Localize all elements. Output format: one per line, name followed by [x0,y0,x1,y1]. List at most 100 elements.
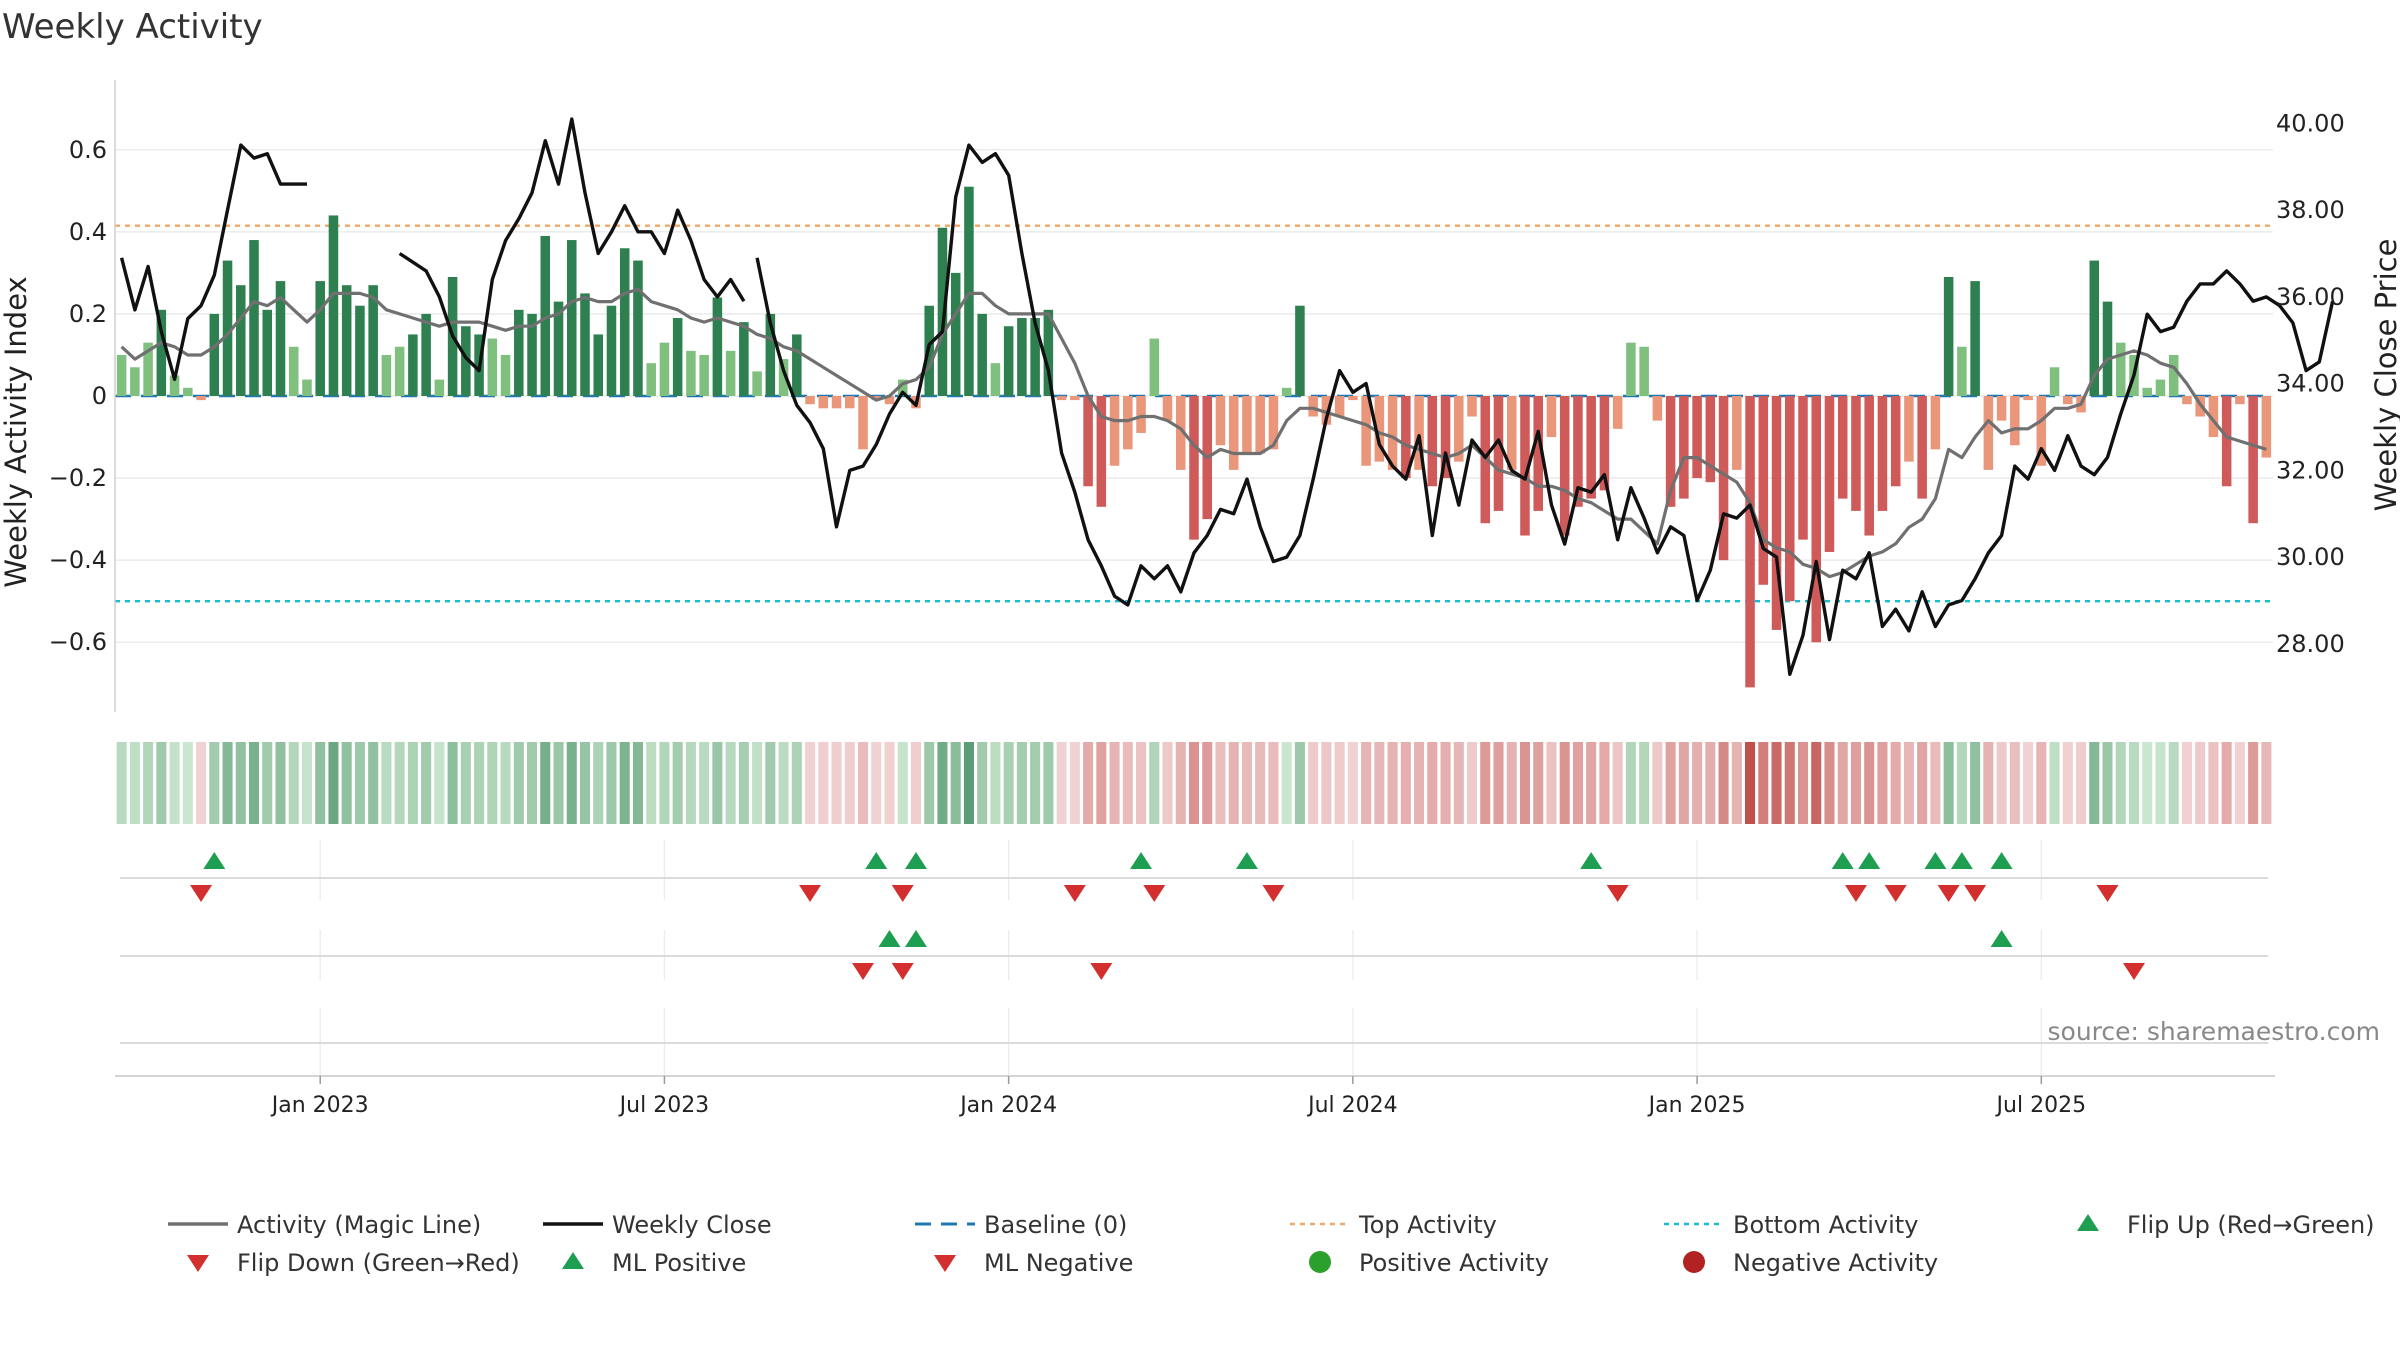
activity-bar [1361,396,1371,466]
flip-up-marker [1990,852,2013,869]
activity-bar [2142,387,2152,396]
heat-strip-cell [1069,742,1080,824]
heat-strip-cell [2142,742,2153,824]
heat-strip-cell [1890,742,1901,824]
activity-bar [1745,396,1755,688]
x-tick-label: Jan 2023 [270,1093,369,1118]
heat-strip-cell [685,742,696,824]
heat-strip-cell [606,742,617,824]
heat-strip-cell [659,742,670,824]
heat-strip-cell [1771,742,1782,824]
heat-strip-cell [1466,742,1478,824]
activity-bar [1559,396,1570,536]
heat-strip-cell [2128,742,2140,824]
activity-bar [1414,396,1424,470]
heat-strip-cell [1903,742,1914,824]
heat-strip-cell [2115,742,2126,824]
legend-swatch-up-triangle [2077,1214,2099,1231]
flip-down-marker [891,885,914,902]
activity-bar [341,285,352,396]
heat-strip-cell [553,742,564,824]
heat-strip-cell [2168,742,2179,824]
legend-item-bottom: Bottom Activity [1664,1211,1918,1239]
heat-strip-cell [579,742,591,824]
activity-heat-strip [116,742,2272,824]
x-tick-label: Jul 2025 [1995,1093,2087,1118]
heat-strip-cell [1758,742,1769,824]
heat-strip-cell [712,742,723,824]
activity-bar [2115,342,2126,396]
activity-bar [2023,396,2033,401]
activity-bar [183,387,193,396]
heat-strip-cell [1996,742,2007,824]
activity-bar [1639,346,1649,396]
activity-bar [2168,354,2179,396]
heat-strip-cell [540,742,551,824]
heat-strip-cell [1334,742,1345,824]
activity-bar [884,396,895,405]
heat-strip-cell [1811,742,1822,824]
activity-bar [2063,396,2073,405]
activity-bar [1824,396,1835,552]
activity-bar [990,363,1001,396]
activity-bar [1758,396,1769,585]
legend-label: ML Negative [984,1249,1133,1277]
heat-strip-cell [2102,742,2113,824]
x-tick-label: Jul 2024 [1306,1093,1398,1118]
heat-strip-cell [1109,742,1120,824]
heat-strip-cell [752,742,763,824]
activity-bar [765,313,776,396]
activity-bar [130,367,140,396]
heat-strip-cell [857,742,869,824]
activity-bar [2155,379,2166,396]
activity-bar [1533,396,1543,511]
heat-strip-cell [1374,742,1385,824]
heat-strip-cell [1347,742,1358,824]
activity-bar [1334,396,1345,417]
heat-strip-cell [1030,742,1041,824]
activity-bar [1189,396,1199,540]
heat-strip-cell [182,742,193,824]
y-tick-label-left: −0.2 [49,464,107,492]
legend-label: Weekly Close [612,1211,772,1239]
heat-strip-cell [1824,742,1835,824]
heat-strip-cell [1043,742,1054,824]
activity-bar [1586,396,1596,499]
activity-bar [1705,396,1716,483]
heat-strip-cell [1215,742,1226,824]
activity-bar [1374,396,1385,462]
heat-strip-cell [301,742,313,824]
heat-strip-cell [725,742,736,824]
activity-bar [1043,309,1054,396]
activity-bar [712,297,723,396]
activity-bar [1811,396,1822,643]
flip-down-marker [1937,885,1960,902]
legend-item-mlneg: ML Negative [934,1249,1133,1277]
heat-strip-cell [328,742,339,824]
activity-bar [1308,396,1318,417]
activity-bar [1162,396,1173,421]
heat-strip-cell [1850,742,1861,824]
legend-label: Flip Down (Green→Red) [237,1249,520,1277]
flip-down-marker [799,885,822,902]
activity-bar [1242,396,1252,454]
activity-bar [116,354,127,396]
heat-strip-cell [831,742,842,824]
activity-bar [1295,305,1305,396]
heat-strip-cell [791,742,802,824]
activity-bar [1017,318,1027,396]
heat-strip-cell [1096,742,1107,824]
heat-strip-cell [1188,742,1200,824]
legend-label: Baseline (0) [984,1211,1127,1239]
activity-bar [1930,396,1941,450]
heat-strip-cell [950,742,961,824]
heat-strip-cell [196,742,207,824]
heat-strip-cell [1308,742,1319,824]
activity-bar [1215,396,1226,446]
heat-strip-cell [1414,742,1425,824]
heat-strip-cell [2036,742,2047,824]
heat-strip-cell [1493,742,1504,824]
activity-bar [1612,396,1623,429]
chart-title: Weekly Activity [2,7,263,47]
heat-strip-cell [2181,742,2192,824]
